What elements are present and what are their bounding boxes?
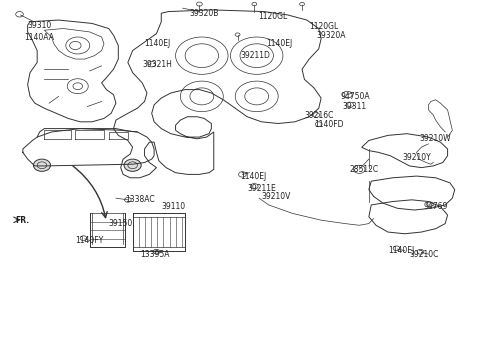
Text: 39110: 39110 [161, 202, 185, 211]
Text: 39210Y: 39210Y [402, 153, 431, 162]
Text: 39320B: 39320B [190, 9, 219, 18]
Text: 39321H: 39321H [142, 60, 172, 69]
Text: 39216C: 39216C [304, 110, 334, 119]
Text: FR.: FR. [15, 216, 29, 225]
Text: 39210C: 39210C [409, 250, 439, 259]
Text: 1140EJ: 1140EJ [388, 246, 414, 255]
Text: 39310: 39310 [28, 21, 52, 30]
Text: 1140FY: 1140FY [75, 236, 104, 245]
Circle shape [34, 159, 50, 171]
Text: 39311: 39311 [343, 102, 367, 111]
Text: 39210W: 39210W [419, 134, 451, 143]
Text: 39211E: 39211E [247, 184, 276, 193]
Text: 28512C: 28512C [350, 165, 379, 174]
Text: 13395A: 13395A [140, 250, 169, 259]
Text: 1120GL: 1120GL [309, 22, 338, 31]
Text: 39150: 39150 [109, 219, 133, 228]
Text: 1140EJ: 1140EJ [266, 39, 292, 48]
Circle shape [124, 159, 141, 171]
Text: 1140AA: 1140AA [24, 32, 54, 41]
Circle shape [153, 249, 160, 254]
Text: 39211D: 39211D [240, 51, 270, 60]
Text: 1338AC: 1338AC [125, 195, 155, 204]
Text: 94750A: 94750A [340, 92, 370, 101]
Text: 1140FD: 1140FD [314, 120, 344, 129]
Text: 1140EJ: 1140EJ [144, 39, 171, 48]
Text: 1140EJ: 1140EJ [240, 172, 266, 181]
Text: 94769: 94769 [424, 202, 448, 211]
Text: 39210V: 39210V [262, 192, 291, 201]
Text: 1120GL: 1120GL [258, 12, 288, 21]
Text: 39320A: 39320A [316, 31, 346, 40]
